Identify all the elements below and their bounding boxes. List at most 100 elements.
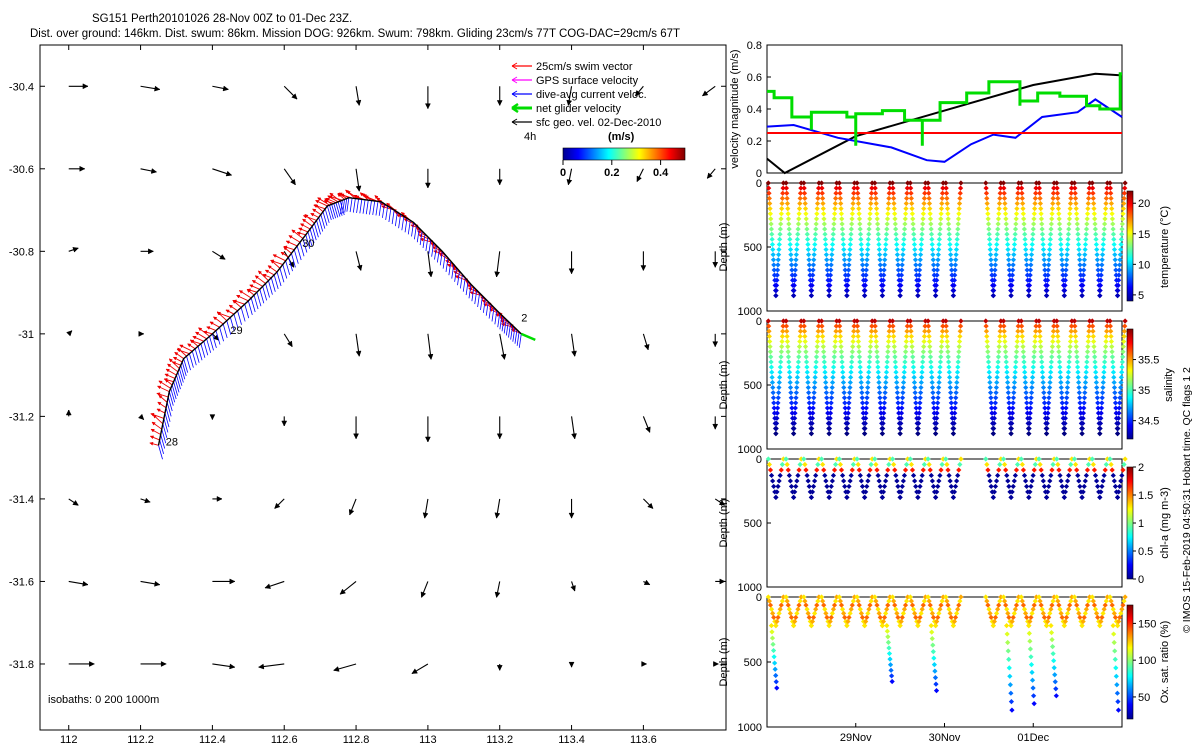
salinity-point <box>951 425 957 432</box>
temperature-point <box>809 287 815 294</box>
salinity-point <box>935 400 941 406</box>
temperature-cbar-label-tick: 10 <box>1138 259 1150 271</box>
salinity-point <box>1055 344 1062 350</box>
chla-point <box>1001 461 1008 468</box>
oxygen-deep-point <box>932 675 939 681</box>
salinity-point <box>998 318 1004 324</box>
oxygen-deep-point <box>1111 639 1117 646</box>
oxygen-point <box>771 614 777 621</box>
chla-point <box>774 489 780 495</box>
salinity-point <box>1099 390 1106 396</box>
chla-point <box>1012 472 1018 479</box>
geo-vector <box>274 498 285 509</box>
salinity-point <box>839 364 846 370</box>
swim-vector-head <box>288 235 293 239</box>
geo-vector-head <box>216 496 223 502</box>
temperature-point <box>838 211 844 217</box>
swim-vector <box>296 231 306 236</box>
geo-vector-head <box>355 350 362 357</box>
salinity-point <box>1006 400 1012 406</box>
dac-vector <box>262 286 268 301</box>
oxygen-point <box>1062 618 1068 625</box>
salinity-point <box>1081 395 1088 401</box>
oxygen-point <box>922 594 929 600</box>
salinity-point <box>1110 359 1116 365</box>
geo-vector <box>353 416 359 440</box>
temperature-point <box>865 241 871 248</box>
temperature-point <box>849 211 855 217</box>
dac-vector <box>419 231 423 246</box>
salinity-point <box>993 395 999 401</box>
salinity-point <box>873 344 880 350</box>
swim-vector-head <box>179 344 184 349</box>
chla-point <box>1108 461 1114 468</box>
temperature-point <box>1114 293 1121 299</box>
temperature-point <box>938 211 944 217</box>
chla-point <box>1081 483 1087 490</box>
salinity-point <box>878 410 884 416</box>
temperature-point <box>832 211 838 217</box>
salinity-point <box>887 318 893 324</box>
salinity-point <box>1056 359 1063 365</box>
temperature-point <box>811 252 817 258</box>
dac-vector <box>215 330 221 345</box>
salinity-point <box>872 328 879 334</box>
oxygen-point <box>1080 618 1086 625</box>
geo-vector <box>140 661 167 667</box>
salinity-point <box>908 333 914 339</box>
salinity-point <box>903 344 909 350</box>
swim-vector <box>163 378 174 383</box>
oxygen-point <box>1110 606 1116 612</box>
temperature-point <box>804 226 810 232</box>
temperature-point <box>872 180 878 186</box>
salinity-point <box>768 364 775 370</box>
chla-point <box>773 494 779 500</box>
temperature-point <box>872 190 879 196</box>
oxygen-deep-point <box>886 645 892 651</box>
geo-vector-head <box>150 168 158 174</box>
temperature-point <box>1093 236 1099 242</box>
swim-vector-head <box>213 316 218 321</box>
chla-point <box>990 494 996 500</box>
chla-point <box>1000 456 1007 462</box>
temperature-point <box>997 195 1003 201</box>
temperature-point <box>998 180 1004 186</box>
oxygen-point <box>905 594 911 600</box>
salinity-point <box>1023 384 1029 391</box>
temperature-point <box>1009 277 1015 283</box>
swim-vector <box>176 348 190 355</box>
temperature-point <box>1020 200 1026 207</box>
salinity-point <box>1031 354 1037 360</box>
salinity-point <box>847 384 853 391</box>
salinity-point <box>1114 431 1121 437</box>
salinity-point <box>916 410 922 416</box>
oxygen-point <box>993 610 1000 616</box>
swim-vector-head <box>315 200 320 204</box>
salinity-point <box>1033 328 1039 334</box>
oxygen-point <box>851 594 858 600</box>
salinity-point <box>1001 328 1007 334</box>
temperature-point <box>1036 185 1042 191</box>
temperature-point <box>1023 252 1029 258</box>
salinity-point <box>840 369 846 375</box>
oxygen-deep-point <box>1111 631 1117 637</box>
salinity-point <box>770 390 776 396</box>
chla-point <box>1118 478 1124 484</box>
time-x-tick-label: 30Nov <box>929 732 961 744</box>
map-x-tick-label: 112 <box>60 734 78 746</box>
salinity-point <box>1013 359 1019 365</box>
temperature-point <box>1039 231 1046 237</box>
temperature-point <box>1044 287 1050 294</box>
chla-point <box>854 456 860 462</box>
chla-point <box>939 461 945 468</box>
temperature-point <box>829 252 835 258</box>
salinity-point <box>945 354 951 360</box>
temperature-point <box>1032 206 1038 212</box>
oxygen-point <box>779 598 785 604</box>
dac-vector <box>499 315 503 330</box>
salinity-point <box>1048 359 1054 365</box>
salinity-y-tick-label: 1000 <box>738 444 762 456</box>
chla-point <box>909 467 916 473</box>
salinity-point <box>1048 369 1054 375</box>
salinity-point <box>1102 354 1108 360</box>
